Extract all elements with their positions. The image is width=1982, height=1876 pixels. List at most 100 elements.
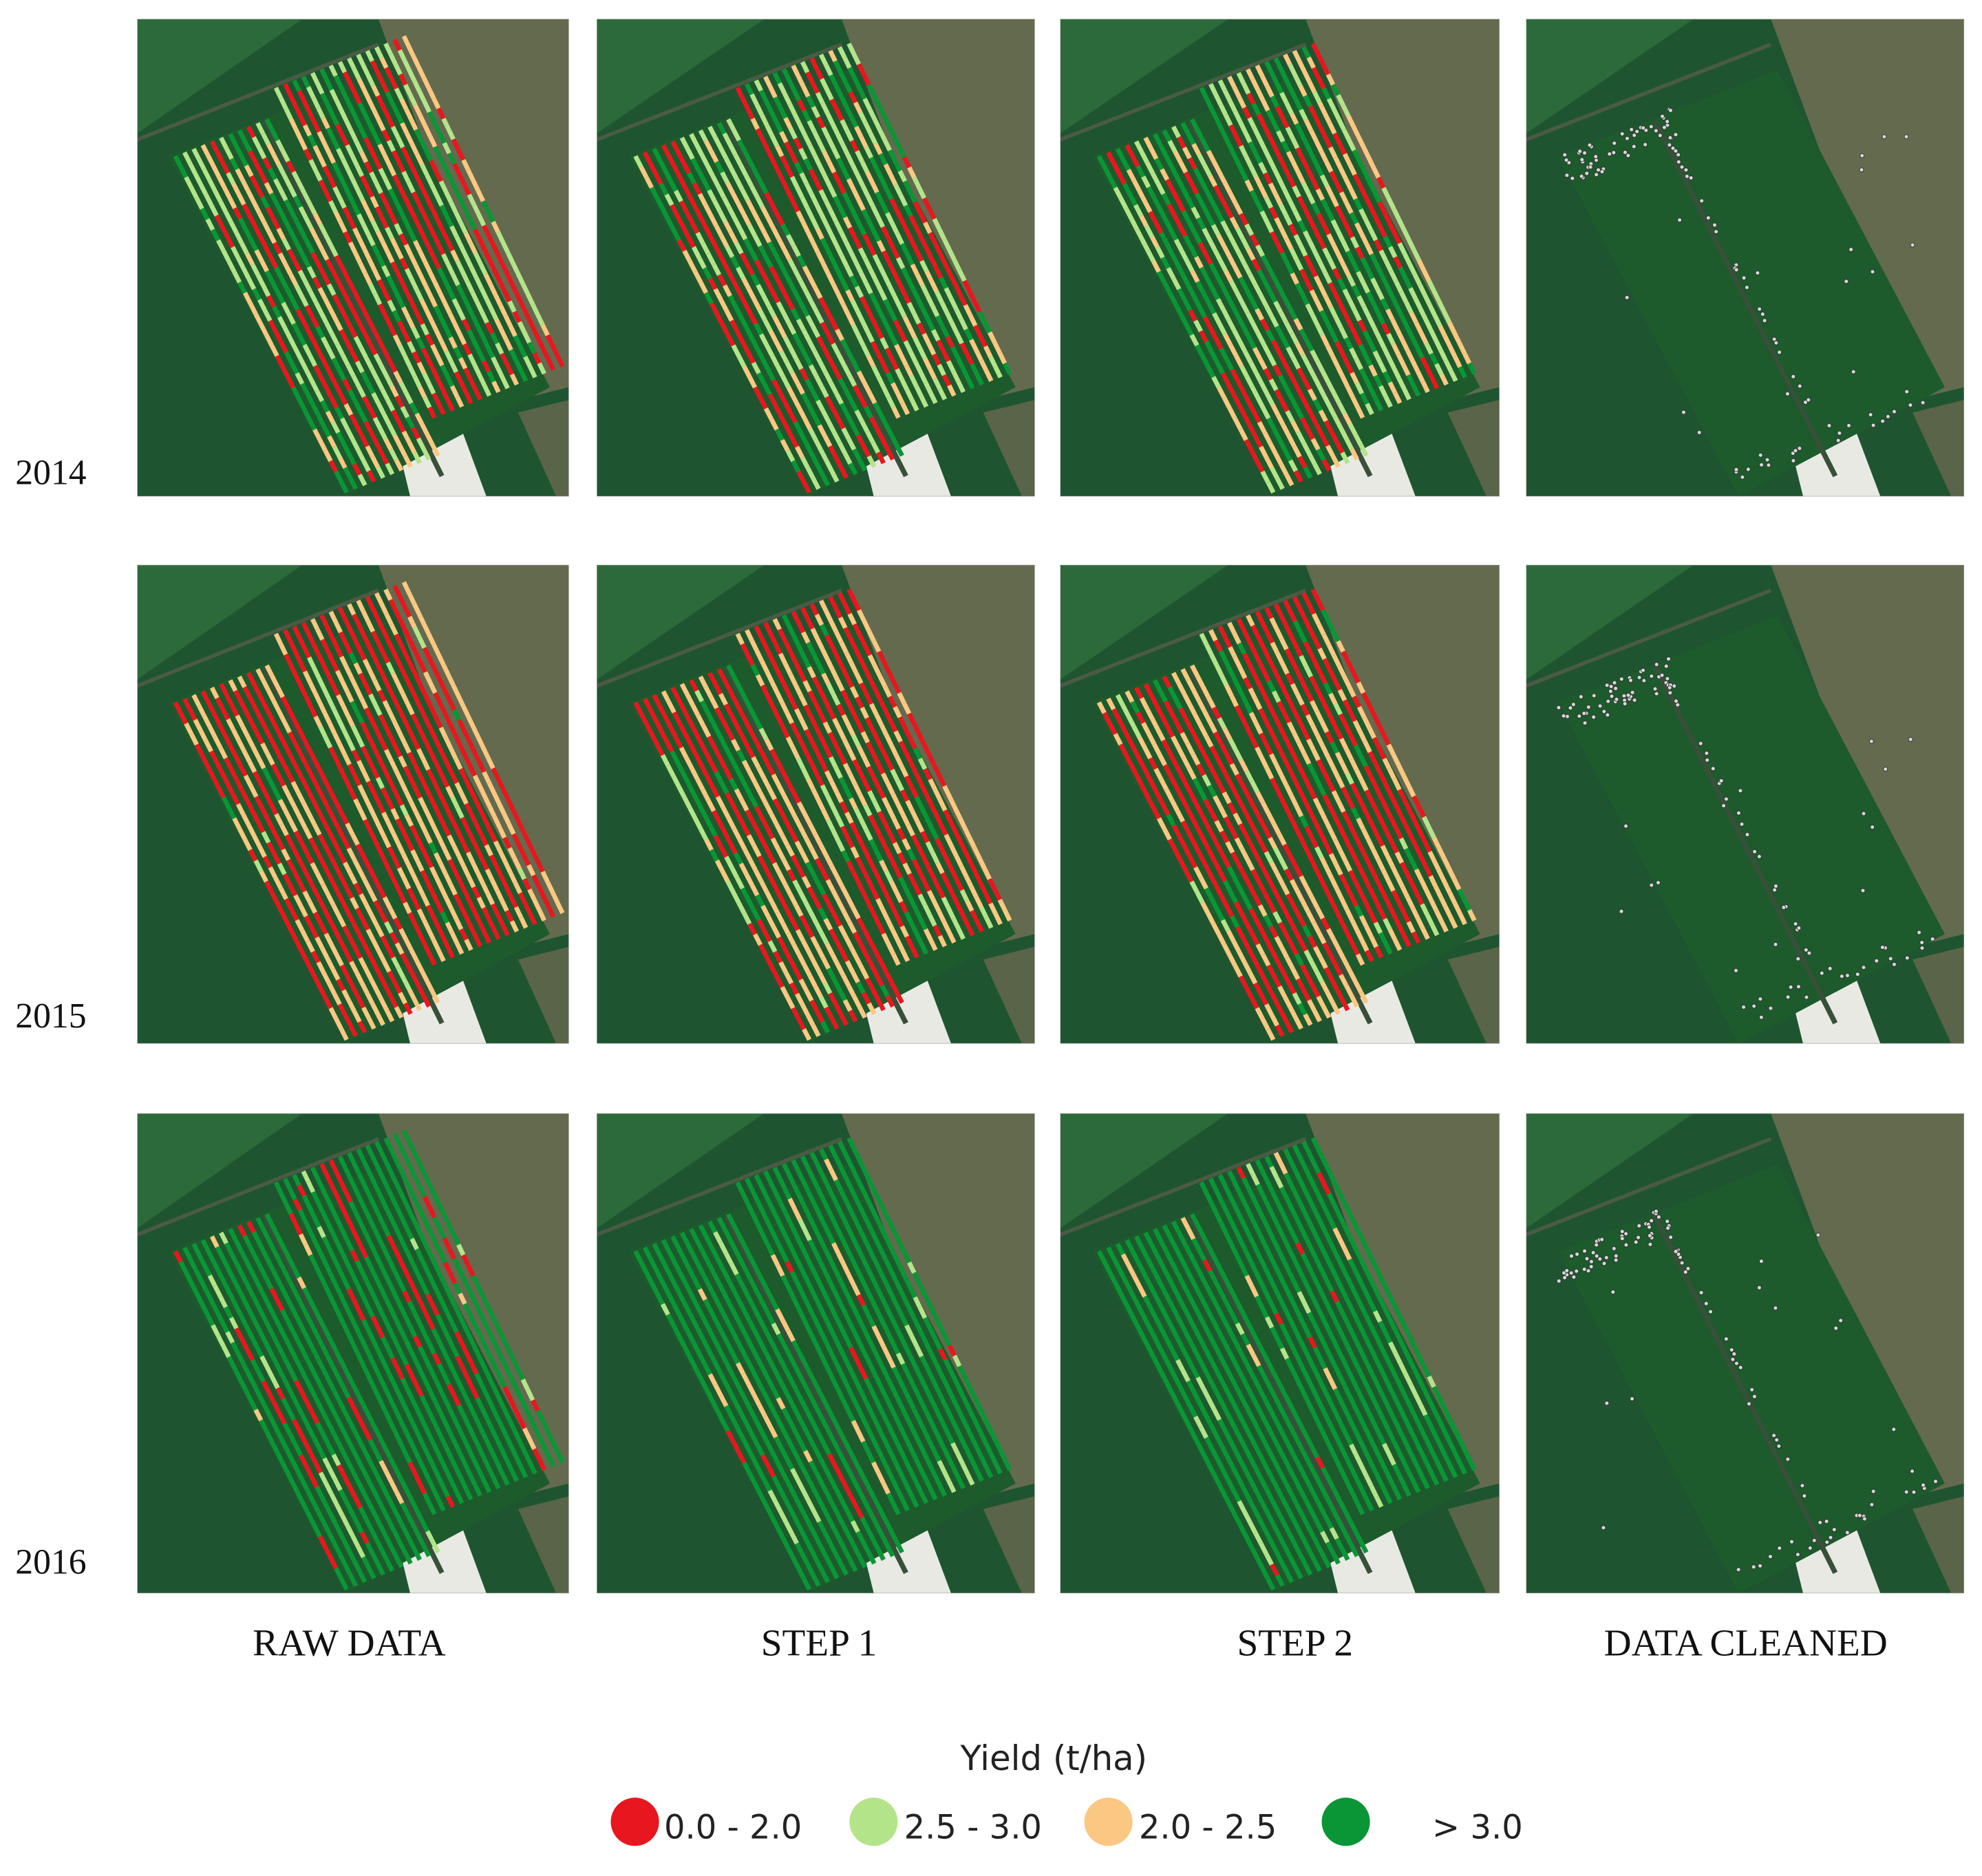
yield-segment [1418,308,1428,321]
yield-segment [763,621,773,635]
yield-segment [1171,672,1181,685]
yield-segment [312,759,323,772]
yield-segment [1199,877,1208,890]
yield-segment [421,622,431,635]
yield-segment [842,999,853,1012]
yield-segment [1328,829,1338,841]
yield-segment [404,814,414,827]
road [1060,42,1307,142]
yield-segment [639,712,649,725]
yield-segment [1288,396,1299,409]
yield-segment [865,430,875,443]
yield-segment [858,111,868,125]
yield-segment [1377,201,1387,213]
yield-segment [381,265,391,277]
yield-segment [264,182,274,195]
yield-segment [1290,272,1299,285]
yield-segment [1365,291,1376,304]
yield-segment [496,777,505,790]
yield-segment [367,953,377,966]
yield-segment [410,167,420,180]
yield-segment [841,303,851,316]
yield-segment [723,157,734,170]
yield-segment [897,145,906,158]
yield-segment [272,852,281,865]
yield-segment [1284,1021,1294,1034]
yield-segment [1346,821,1356,834]
yield-segment [890,222,899,235]
cleaned-point [1596,167,1601,173]
yield-segment [440,364,449,377]
yield-segment [948,273,958,286]
yield-segment [389,623,398,636]
yield-segment [1395,329,1405,342]
yield-segment [431,939,441,952]
yield-segment [1264,61,1274,74]
yield-segment [378,974,388,988]
yield-segment [1174,175,1184,188]
yield-segment [441,253,451,266]
yield-segment [798,123,807,136]
yield-segment [468,242,478,255]
yield-segment [1278,67,1288,81]
cleaned-point [1649,674,1654,679]
yield-segment [842,738,852,751]
yield-segment [1397,242,1407,255]
yield-segment [403,244,413,256]
yield-segment [867,244,877,256]
yield-segment [491,356,500,369]
yield-segment [1356,270,1365,284]
yield-segment [937,363,946,376]
yield-segment [885,447,895,461]
yield-segment [453,346,463,359]
yield-segment [917,322,926,335]
yield-segment [829,928,839,941]
yield-segment [1333,839,1343,851]
yield-segment [1279,251,1290,264]
yield-segment [301,802,311,815]
yield-segment [895,779,905,792]
yield-segment [252,834,262,848]
yield-segment [233,690,243,703]
yield-segment [383,749,394,761]
yield-segment [886,236,895,249]
yield-segment [423,285,433,297]
yield-segment [1361,852,1372,865]
yield-segment [884,870,893,883]
yield-segment [829,98,840,111]
yield-segment [895,915,904,928]
yield-segment [343,403,354,416]
yield-segment [308,681,317,694]
yield-segment [1301,206,1312,219]
yield-segment [818,361,828,374]
yield-segment [1260,255,1270,268]
yield-segment [1305,974,1315,988]
yield-segment [438,726,448,739]
yield-segment [871,640,882,653]
yield-segment [302,343,312,356]
yield-segment [905,800,915,813]
yield-segment [1314,970,1325,983]
yield-segment [1230,915,1240,928]
yield-segment [1193,714,1203,727]
yield-segment [856,609,866,622]
yield-segment [234,231,244,245]
yield-segment [309,379,319,392]
yield-segment [1387,356,1396,370]
yield-segment [1334,440,1345,454]
yield-segment [403,83,413,96]
yield-segment [1322,247,1332,260]
yield-segment [387,906,398,920]
yield-segment [334,801,344,814]
yield-segment [885,372,895,385]
yield-segment [824,770,834,783]
yield-segment [403,219,412,232]
yield-segment [393,745,403,758]
yield-segment [1332,654,1341,667]
yield-segment [1208,326,1218,339]
yield-segment [760,904,771,918]
yield-segment [1272,714,1282,727]
yield-segment [1353,333,1363,346]
yield-segment [753,717,763,730]
yield-segment [1233,749,1244,762]
